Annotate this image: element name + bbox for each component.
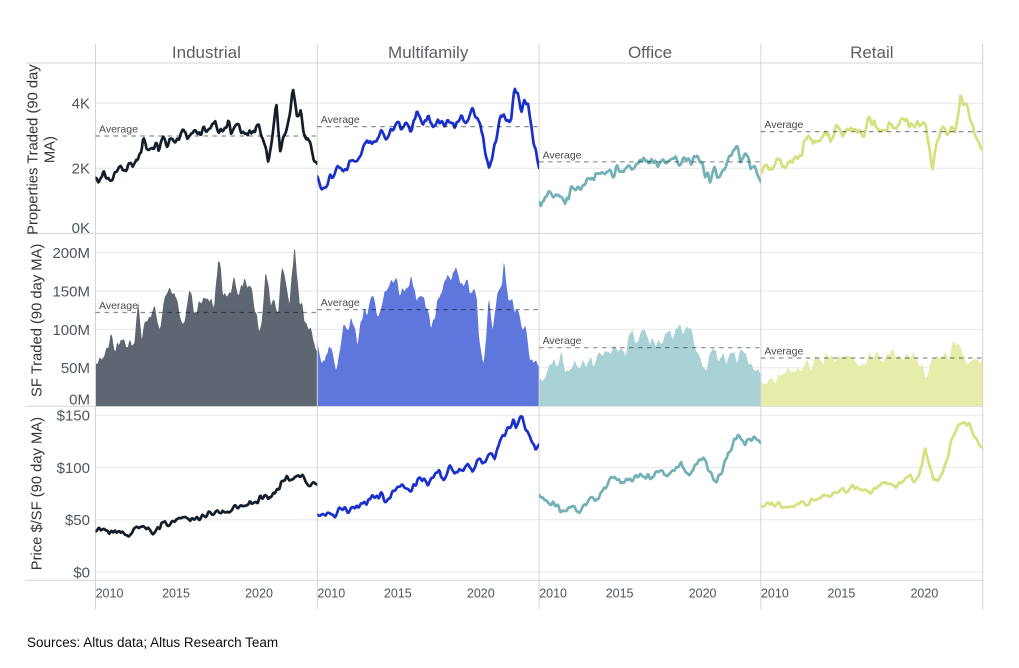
- svg-text:Sources: Altus data; Altus Res: Sources: Altus data; Altus Research Team: [27, 635, 278, 650]
- svg-text:Average: Average: [764, 119, 803, 131]
- svg-text:100M: 100M: [52, 322, 90, 339]
- svg-text:2010: 2010: [317, 587, 345, 601]
- svg-text:2010: 2010: [539, 587, 567, 601]
- svg-text:Price $/SF (90 day MA): Price $/SF (90 day MA): [29, 417, 45, 570]
- svg-text:2K: 2K: [72, 161, 90, 178]
- svg-text:Average: Average: [99, 124, 138, 136]
- svg-text:Average: Average: [764, 346, 803, 358]
- svg-text:200M: 200M: [52, 245, 90, 262]
- svg-text:Average: Average: [543, 335, 582, 347]
- svg-text:150M: 150M: [52, 283, 90, 300]
- svg-text:MA): MA): [43, 136, 59, 163]
- svg-text:2020: 2020: [245, 587, 273, 601]
- svg-text:4K: 4K: [72, 96, 90, 113]
- svg-text:50M: 50M: [61, 360, 90, 377]
- svg-text:2010: 2010: [761, 587, 789, 601]
- svg-text:Retail: Retail: [850, 43, 893, 62]
- svg-text:$50: $50: [65, 512, 90, 529]
- svg-text:Average: Average: [543, 149, 582, 161]
- svg-text:Average: Average: [321, 297, 360, 309]
- svg-text:0K: 0K: [72, 220, 90, 237]
- svg-text:2020: 2020: [689, 587, 717, 601]
- svg-text:2015: 2015: [827, 587, 855, 601]
- svg-text:$100: $100: [57, 460, 90, 477]
- svg-text:0M: 0M: [69, 391, 90, 408]
- svg-text:2020: 2020: [467, 587, 495, 601]
- svg-text:SF Traded (90 day MA): SF Traded (90 day MA): [29, 244, 45, 397]
- svg-text:Average: Average: [321, 114, 360, 126]
- svg-text:2020: 2020: [910, 587, 938, 601]
- svg-text:Properties Traded (90 day: Properties Traded (90 day: [26, 64, 42, 235]
- svg-text:Average: Average: [99, 300, 138, 312]
- svg-text:2010: 2010: [96, 587, 124, 601]
- svg-text:Office: Office: [628, 43, 672, 62]
- svg-text:2015: 2015: [384, 587, 412, 601]
- svg-text:$0: $0: [73, 564, 90, 581]
- svg-text:2015: 2015: [162, 587, 190, 601]
- svg-text:Industrial: Industrial: [172, 43, 241, 62]
- svg-text:2015: 2015: [606, 587, 634, 601]
- svg-text:Multifamily: Multifamily: [388, 43, 469, 62]
- svg-text:$150: $150: [57, 408, 90, 425]
